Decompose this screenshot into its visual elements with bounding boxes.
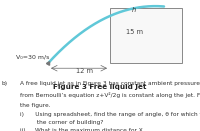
Text: the corner of building?: the corner of building? [20,120,103,125]
Text: h: h [132,7,136,13]
Text: b): b) [2,81,8,86]
Text: ii)     What is the maximum distance for X: ii) What is the maximum distance for X [20,128,143,131]
Text: Figure 3 Free liquid Jet: Figure 3 Free liquid Jet [53,84,147,91]
Text: 15 m: 15 m [126,29,142,36]
Text: the figure.: the figure. [20,103,50,108]
Text: A free liquid jet as in Figure 3 has constant ambient pressure and small losses;: A free liquid jet as in Figure 3 has con… [20,81,200,86]
Text: i)      Using spreadsheet, find the range of angle, θ for which the water jet wi: i) Using spreadsheet, find the range of … [20,112,200,117]
Text: 12 m: 12 m [76,68,94,74]
Text: from Bernoulli’s equation z+V²/2g is constant along the jet. For the fire nozzle: from Bernoulli’s equation z+V²/2g is con… [20,92,200,98]
Text: V₀=30 m/s: V₀=30 m/s [16,54,49,59]
Bar [110,8,182,63]
